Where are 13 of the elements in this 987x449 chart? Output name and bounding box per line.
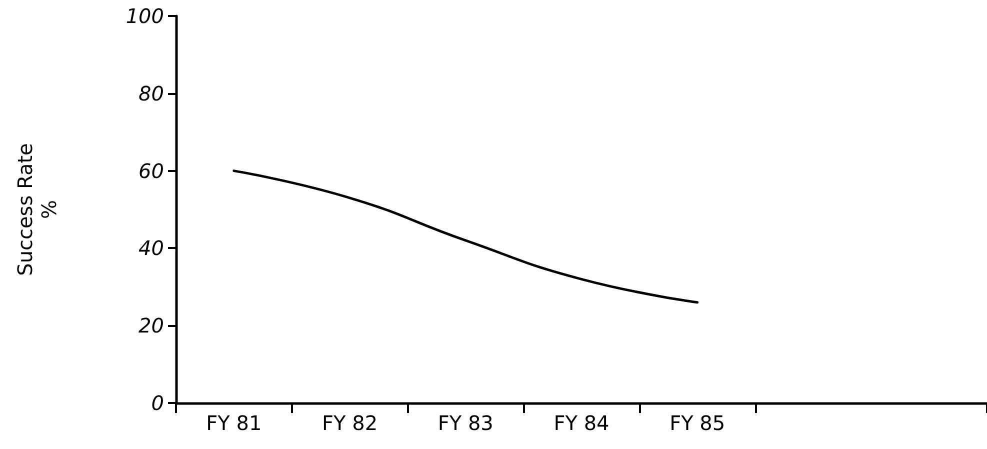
x-tick-label: FY 83 [438,411,494,435]
y-axis-title: Success Rate % [13,143,61,276]
y-tick-label: 60 [138,158,164,183]
y-tick-label: 80 [138,81,164,106]
x-tick-label: FY 81 [206,411,262,435]
y-tick-label: 100 [126,4,164,28]
x-tick-label: FY 82 [322,411,378,435]
y-tick-label: 0 [151,391,164,415]
x-tick-label: FY 84 [554,411,610,435]
x-tick-label: FY 85 [670,411,726,435]
line-series [232,170,699,304]
y-tick-label: 40 [138,236,164,260]
y-tick-label: 20 [138,314,164,338]
